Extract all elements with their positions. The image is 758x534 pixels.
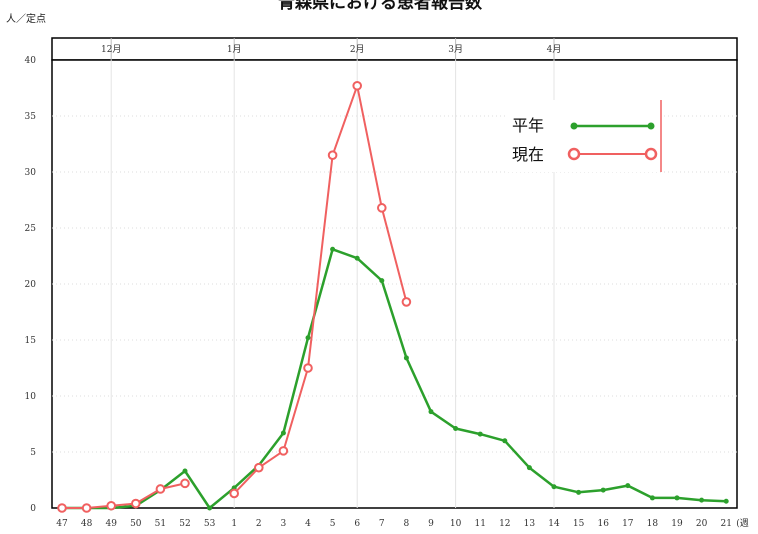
- x-tick-label: 17: [622, 519, 634, 529]
- point-heinen: [403, 355, 409, 361]
- y-tick-label: 30: [25, 168, 37, 178]
- point-genzai: [106, 500, 116, 511]
- point-heinen: [330, 246, 336, 252]
- x-tick-label: 2: [256, 519, 262, 529]
- x-tick-label: 49: [105, 519, 117, 529]
- point-heinen: [649, 495, 655, 501]
- x-tick-label: 19: [671, 519, 683, 529]
- point-heinen: [207, 505, 213, 511]
- legend-label-heinen: 平年: [512, 116, 544, 135]
- point-genzai: [278, 446, 289, 456]
- month-label: 2月: [350, 44, 365, 55]
- x-tick-label: 10: [450, 519, 462, 529]
- point-genzai: [377, 203, 387, 213]
- y-tick-label: 25: [25, 224, 37, 234]
- point-heinen: [182, 468, 188, 474]
- legend-box: [508, 100, 662, 172]
- x-tick-label: 18: [647, 519, 659, 529]
- x-tick-label: 1: [231, 519, 237, 529]
- point-genzai: [327, 150, 338, 160]
- point-genzai: [253, 462, 264, 473]
- x-tick-label: 11: [474, 519, 485, 529]
- y-tick-label: 20: [25, 280, 37, 290]
- y-tick-label: 10: [25, 392, 37, 402]
- x-tick-label: 5: [330, 519, 336, 529]
- month-label: 12月: [101, 44, 121, 55]
- series-layer: [57, 80, 729, 513]
- series-line-heinen: [62, 248, 727, 510]
- y-axis-label: 人／定点: [6, 12, 46, 25]
- x-tick-label: 52: [179, 519, 190, 529]
- point-heinen: [723, 498, 729, 504]
- month-label: 4月: [547, 44, 562, 55]
- x-tick-label: 8: [404, 519, 410, 529]
- x-axis-unit: (週: [736, 518, 749, 529]
- x-tick-label: 16: [597, 519, 609, 529]
- x-tick-label: 14: [548, 519, 560, 529]
- point-genzai: [155, 484, 166, 494]
- point-genzai: [401, 297, 412, 307]
- legend-marker-heinen-2: [647, 122, 655, 130]
- legend-marker-genzai-1: [567, 147, 581, 161]
- point-genzai: [352, 80, 363, 91]
- y-tick-label: 35: [25, 112, 37, 122]
- point-heinen: [354, 255, 360, 261]
- x-tick-label: 6: [354, 519, 360, 529]
- y-ticks: 0 5 10 15 20 25 30 35 40: [25, 56, 37, 514]
- point-heinen: [526, 465, 532, 471]
- point-genzai: [81, 503, 92, 513]
- chart-title: 青森県における患者報告数: [278, 0, 483, 13]
- x-tick-label: 20: [696, 519, 708, 529]
- legend-label-genzai: 現在: [512, 145, 544, 164]
- month-label: 3月: [448, 44, 463, 55]
- y-tick-label: 0: [30, 504, 36, 514]
- point-genzai: [303, 363, 313, 373]
- x-tick-label: 47: [56, 519, 68, 529]
- point-heinen: [600, 487, 606, 493]
- point-heinen: [428, 409, 434, 415]
- point-heinen: [305, 335, 311, 341]
- x-tick-label: 13: [524, 519, 536, 529]
- y-tick-label: 40: [25, 56, 37, 66]
- point-heinen: [477, 431, 483, 437]
- month-band: [51, 37, 738, 61]
- point-genzai: [180, 478, 190, 489]
- x-ticks: 47 48 49 50 51 52 53 1 2 3 4 5 6 7 8 9 10 11 12 13 14 15 16 17 1…: [56, 518, 748, 529]
- point-genzai: [131, 498, 141, 509]
- point-heinen: [576, 489, 582, 495]
- point-heinen: [551, 484, 557, 490]
- x-tick-label: 48: [81, 519, 93, 529]
- x-tick-label: 12: [499, 519, 510, 529]
- point-heinen: [280, 430, 286, 436]
- x-tick-label: 51: [155, 519, 166, 529]
- point-heinen: [502, 438, 508, 444]
- point-heinen: [674, 495, 680, 501]
- legend-marker-heinen-1: [570, 122, 578, 130]
- month-label: 1月: [227, 44, 242, 55]
- point-heinen: [625, 483, 631, 489]
- x-tick-label: 7: [379, 519, 385, 529]
- point-heinen: [379, 278, 385, 284]
- x-tick-label: 53: [204, 519, 216, 529]
- x-tick-label: 3: [281, 519, 287, 529]
- point-heinen: [699, 497, 705, 503]
- point-genzai: [57, 503, 67, 513]
- x-tick-label: 15: [573, 519, 585, 529]
- y-tick-label: 15: [25, 336, 37, 346]
- x-tick-label: 4: [305, 519, 311, 529]
- point-heinen: [453, 425, 459, 431]
- x-tick-label: 9: [428, 519, 434, 529]
- legend: 平年 現在: [508, 100, 662, 172]
- point-genzai: [229, 488, 239, 499]
- x-tick-label: 50: [130, 519, 142, 529]
- y-tick-label: 5: [30, 448, 36, 458]
- x-tick-label: 21: [720, 519, 731, 529]
- legend-marker-genzai-2: [644, 147, 658, 161]
